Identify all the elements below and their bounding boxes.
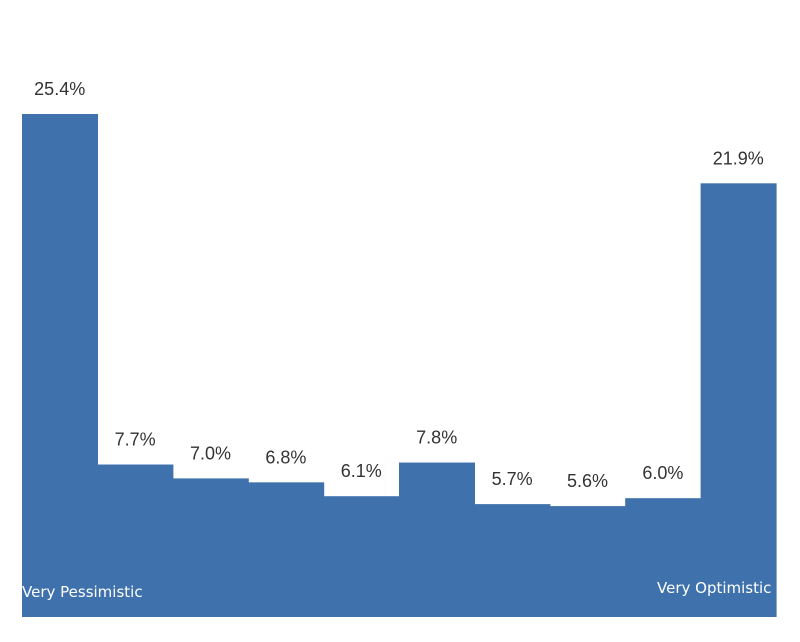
bar-7 [474, 504, 551, 617]
bars-group [22, 114, 777, 617]
value-label-8: 5.6% [567, 471, 608, 491]
bar-3 [172, 478, 249, 617]
bar-10 [700, 183, 777, 617]
bar-5 [323, 496, 400, 617]
value-label-4: 6.8% [265, 447, 306, 467]
bar-9 [625, 498, 702, 617]
value-label-6: 7.8% [416, 428, 457, 448]
left-end-label: Very Pessimistic [22, 583, 143, 601]
bar-1 [22, 114, 98, 617]
value-label-3: 7.0% [190, 443, 231, 463]
value-label-10: 21.9% [713, 148, 764, 168]
value-label-7: 5.7% [492, 469, 533, 489]
value-labels-group: 25.4% 7.7% 7.0% 6.8% 6.1% 7.8% 5.7% 5.6% 6.0% 21.… [34, 79, 764, 491]
value-label-2: 7.7% [115, 430, 156, 450]
bar-8 [549, 506, 626, 617]
bar-2 [97, 464, 174, 617]
value-label-5: 6.1% [341, 461, 382, 481]
value-label-1: 25.4% [34, 79, 85, 99]
bar-4 [248, 482, 325, 617]
right-end-label: Very Optimistic [657, 579, 771, 597]
value-label-9: 6.0% [642, 463, 683, 483]
bar-6 [399, 462, 475, 617]
